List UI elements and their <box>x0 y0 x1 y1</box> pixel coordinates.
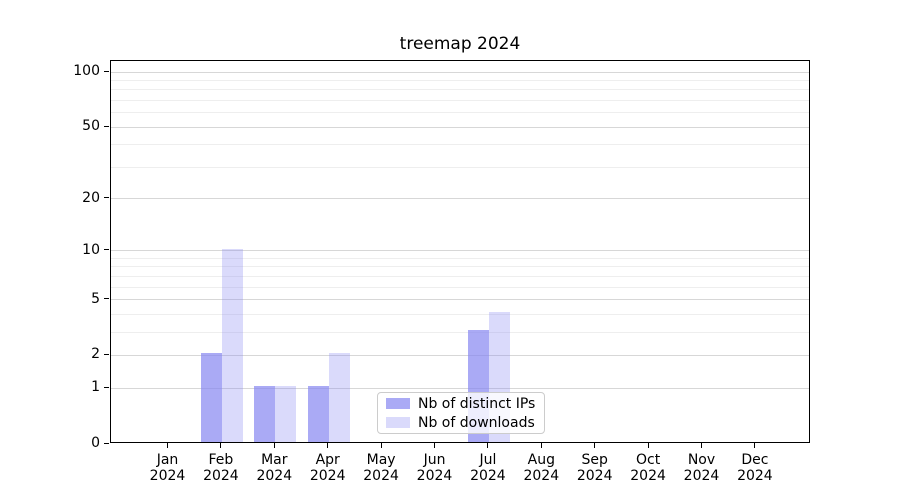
x-tick-label: Jul 2024 <box>470 452 506 484</box>
gridline-major <box>111 198 809 200</box>
y-tick-label: 0 <box>91 435 100 451</box>
gridline-minor <box>111 257 809 259</box>
bar-downloads <box>275 386 297 442</box>
gridline-major <box>111 354 809 356</box>
y-tick <box>104 197 109 199</box>
legend-label-distinct-ips: Nb of distinct IPs <box>418 395 536 412</box>
legend-item-distinct-ips: Nb of distinct IPs <box>386 396 536 412</box>
x-tick <box>220 443 222 448</box>
x-tick-label: Aug 2024 <box>523 452 560 484</box>
gridline-major <box>111 71 809 73</box>
legend-swatch-distinct-ips <box>386 398 410 409</box>
gridline-minor <box>111 331 809 333</box>
x-tick <box>754 443 756 448</box>
bar-distinct-ips <box>307 386 329 442</box>
x-tick <box>380 443 382 448</box>
x-tick-label: Nov 2024 <box>683 452 720 484</box>
x-tick-label: Sep 2024 <box>576 452 613 484</box>
x-tick <box>273 443 275 448</box>
x-tick <box>647 443 649 448</box>
legend-label-downloads: Nb of downloads <box>418 414 535 431</box>
x-tick-label: Jan 2024 <box>149 452 186 484</box>
x-tick-label: Dec 2024 <box>737 452 773 484</box>
x-tick <box>167 443 168 448</box>
y-tick-label: 1 <box>91 379 100 396</box>
legend-item-downloads: Nb of downloads <box>386 415 536 431</box>
bar-downloads <box>328 353 350 442</box>
legend: Nb of distinct IPs Nb of downloads <box>377 392 545 434</box>
y-tick-label: 5 <box>91 290 100 307</box>
gridline-minor <box>111 144 809 146</box>
x-tick-label: May 2024 <box>363 452 399 484</box>
y-tick-label: 100 <box>73 63 100 80</box>
y-tick <box>104 70 109 72</box>
y-tick <box>104 125 109 127</box>
x-tick-label: Apr 2024 <box>309 452 346 484</box>
legend-swatch-downloads <box>386 417 410 428</box>
gridline-minor <box>111 89 809 91</box>
bar-distinct-ips <box>254 386 276 442</box>
y-tick <box>104 353 109 355</box>
y-tick-label: 20 <box>82 189 100 206</box>
x-tick <box>701 443 702 448</box>
y-tick <box>104 442 109 444</box>
gridline-minor <box>111 166 809 168</box>
y-tick-label: 2 <box>91 346 100 363</box>
y-tick <box>104 249 109 251</box>
gridline-major <box>111 299 809 301</box>
plot-area <box>110 60 810 443</box>
x-tick <box>594 443 596 448</box>
gridline-major <box>111 387 809 389</box>
gridline-major <box>111 250 809 252</box>
gridline-major <box>111 126 809 128</box>
x-tick-label: Mar 2024 <box>256 452 293 484</box>
gridline-minor <box>111 266 809 268</box>
y-tick <box>104 298 109 300</box>
x-tick-label: Feb 2024 <box>203 452 239 484</box>
y-tick-label: 10 <box>82 241 100 258</box>
x-tick <box>327 443 329 448</box>
chart-title: treemap 2024 <box>399 34 521 54</box>
gridline-minor <box>111 313 809 315</box>
x-tick <box>434 443 435 448</box>
gridline-minor <box>111 275 809 277</box>
gridline-minor <box>111 112 809 114</box>
gridline-minor <box>111 80 809 82</box>
x-tick-label: Oct 2024 <box>630 452 666 484</box>
y-tick-label: 50 <box>82 118 100 135</box>
bar-downloads <box>221 248 243 442</box>
gridline-minor <box>111 100 809 102</box>
x-tick-label: Jun 2024 <box>416 452 453 484</box>
y-tick <box>104 386 109 388</box>
bar-distinct-ips <box>200 353 222 442</box>
x-tick <box>540 443 542 448</box>
x-tick <box>487 443 489 448</box>
gridline-minor <box>111 286 809 288</box>
